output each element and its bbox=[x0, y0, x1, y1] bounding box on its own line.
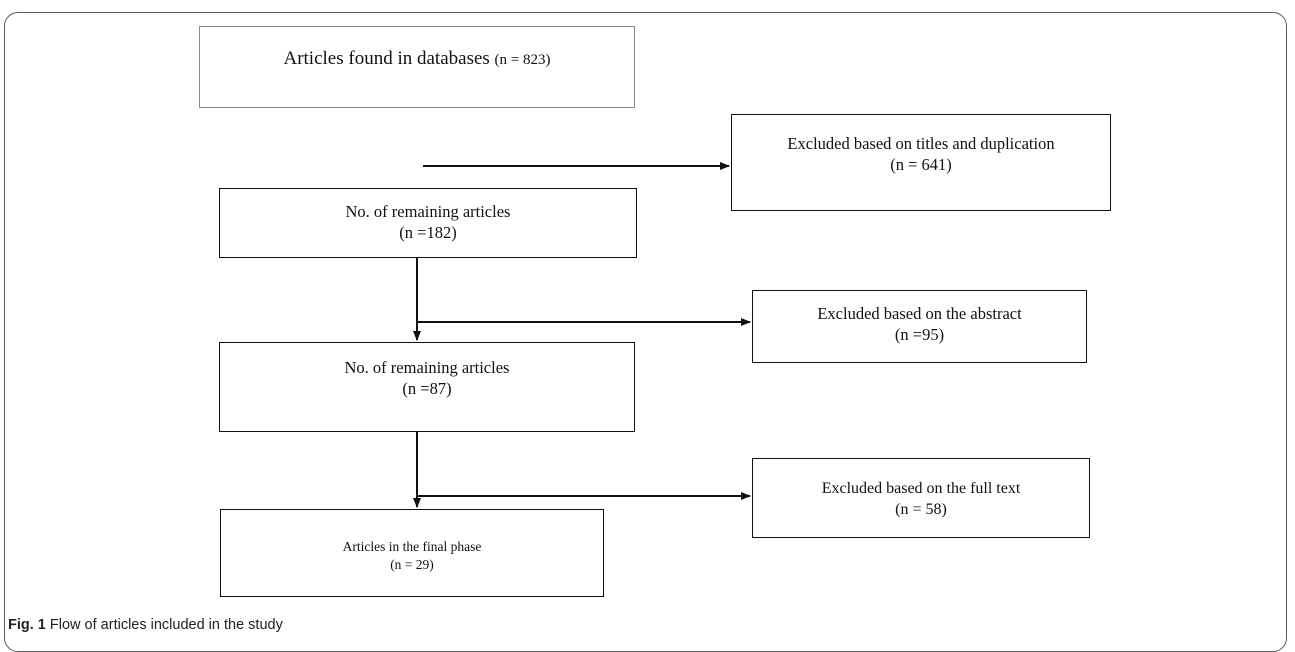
box-articles-found: Articles found in databases (n = 823) bbox=[199, 26, 635, 108]
box-excluded-titles-count: (n = 641) bbox=[890, 154, 952, 175]
box-remaining-2-label: No. of remaining articles bbox=[345, 357, 510, 378]
box-final-phase: Articles in the final phase (n = 29) bbox=[220, 509, 604, 597]
box-excluded-abstract: Excluded based on the abstract (n =95) bbox=[752, 290, 1087, 363]
box-remaining-2-count: (n =87) bbox=[402, 378, 451, 399]
box-excluded-full-text-label: Excluded based on the full text bbox=[822, 479, 1021, 500]
box-excluded-full-text: Excluded based on the full text (n = 58) bbox=[752, 458, 1090, 538]
box-remaining-1-count: (n =182) bbox=[399, 222, 456, 243]
box-remaining-1-label: No. of remaining articles bbox=[346, 201, 511, 222]
box-excluded-titles: Excluded based on titles and duplication… bbox=[731, 114, 1111, 211]
box-remaining-1: No. of remaining articles (n =182) bbox=[219, 188, 637, 258]
figure-frame bbox=[4, 12, 1287, 652]
box-excluded-abstract-label: Excluded based on the abstract bbox=[817, 303, 1021, 324]
figure-caption-text: Flow of articles included in the study bbox=[50, 617, 283, 633]
figure-caption: Fig. 1 Flow of articles included in the … bbox=[8, 617, 283, 633]
box-articles-found-text: Articles found in databases (n = 823) bbox=[283, 47, 550, 72]
box-excluded-full-text-count: (n = 58) bbox=[895, 500, 947, 521]
box-final-phase-label: Articles in the final phase bbox=[343, 538, 482, 556]
figure-label: Fig. 1 bbox=[8, 617, 46, 633]
box-remaining-2: No. of remaining articles (n =87) bbox=[219, 342, 635, 432]
box-final-phase-count: (n = 29) bbox=[390, 556, 434, 574]
box-articles-found-label: Articles found in databases bbox=[283, 48, 489, 69]
box-excluded-abstract-count: (n =95) bbox=[895, 324, 944, 345]
box-excluded-titles-label: Excluded based on titles and duplication bbox=[787, 133, 1054, 154]
box-articles-found-count: (n = 823) bbox=[495, 52, 551, 68]
